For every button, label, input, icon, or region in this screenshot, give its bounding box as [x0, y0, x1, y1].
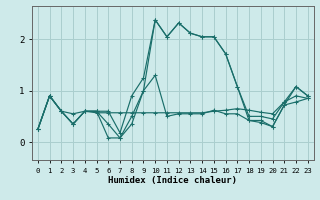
X-axis label: Humidex (Indice chaleur): Humidex (Indice chaleur)	[108, 176, 237, 185]
